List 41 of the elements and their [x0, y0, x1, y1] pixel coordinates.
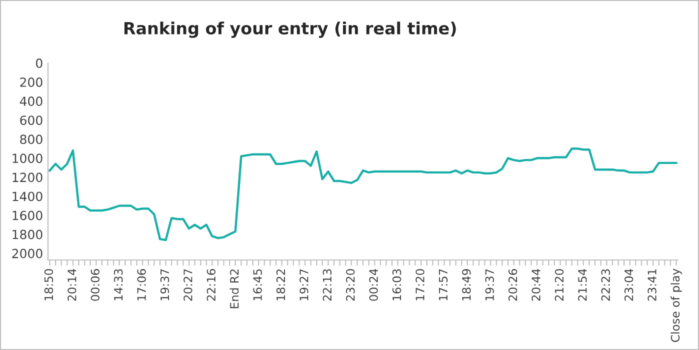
- x-tick-label: 20:27: [184, 269, 192, 301]
- x-tick-label: 19:37: [485, 269, 494, 300]
- x-tick-label: Close of play: [670, 268, 682, 342]
- y-tick-label: 1400: [12, 192, 42, 202]
- y-tick-label: 600: [20, 116, 42, 126]
- x-tick-label: 19:27: [300, 269, 308, 300]
- x-tick-label: 20:14: [68, 268, 76, 301]
- y-tick-label: 1000: [12, 154, 42, 164]
- y-tick-label: 0: [36, 58, 42, 68]
- x-tick-label: 19:37: [160, 269, 170, 300]
- x-tick-label: 17:06: [137, 269, 146, 300]
- x-tick-label: 00:24: [369, 268, 378, 301]
- y-tick-label: 400: [20, 96, 42, 106]
- x-tick-label: 22:23: [601, 269, 610, 301]
- x-tick-label: End R2: [230, 269, 239, 308]
- x-tick-label: 22:16: [206, 269, 216, 301]
- y-tick-label: 800: [20, 134, 42, 144]
- y-tick-label: 2000: [12, 248, 42, 258]
- chart-title: Ranking of your entry (in real time): [124, 22, 456, 38]
- x-tick-label: 16:03: [392, 269, 402, 300]
- x-tick-label: 18:22: [276, 269, 286, 300]
- y-tick-label: 1600: [12, 210, 42, 220]
- x-tick-label: 20:26: [508, 269, 518, 301]
- x-tick-label: 18:50: [44, 269, 54, 300]
- x-tick-label: 00:06: [90, 269, 100, 301]
- x-tick-label: 22:13: [322, 269, 332, 301]
- x-tick-label: 23:04: [624, 268, 634, 301]
- line-series: [48, 148, 678, 242]
- x-tick-label: 21:20: [554, 269, 564, 301]
- y-tick-label: 200: [20, 78, 42, 87]
- x-tick-label: 18:49: [462, 269, 471, 300]
- y-tick-label: 1200: [12, 172, 42, 182]
- y-tick-label: 1800: [12, 230, 42, 240]
- x-tick-label: 21:54: [578, 268, 587, 301]
- x-tick-label: 23:20: [346, 269, 355, 301]
- x-tick-label: 17:57: [438, 269, 448, 300]
- x-tick-label: 16:45: [253, 269, 262, 300]
- x-tick-label: 20:44: [532, 268, 540, 301]
- x-tick-label: 17:20: [416, 269, 424, 300]
- x-tick-label: 23:41: [648, 269, 656, 301]
- x-tick-label: 14:33: [114, 269, 123, 300]
